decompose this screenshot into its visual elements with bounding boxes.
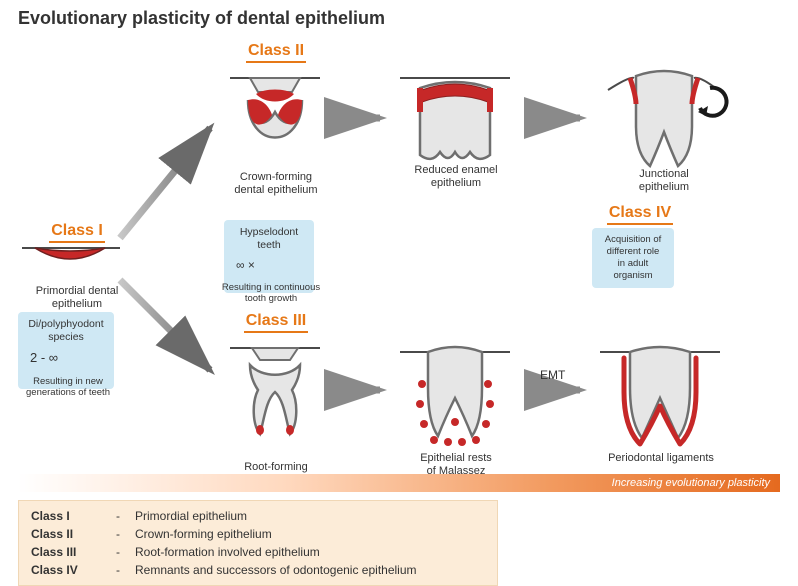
hypsel-title: Hypselodont teeth (232, 226, 306, 252)
legend-key: Class I (31, 507, 101, 525)
shape-reduced-enamel (400, 78, 510, 159)
node-periodontal: Periodontal ligaments (596, 448, 726, 465)
junctional-caption: Junctional epithelium (614, 168, 714, 194)
node-junctional: Junctional epithelium (614, 164, 714, 194)
class2-label: Class II (246, 42, 306, 63)
legend-val: Remnants and successors of odontogenic e… (135, 561, 417, 579)
poly-cap: Resulting in new generations of teeth (18, 376, 118, 398)
shape-periodontal (600, 347, 720, 444)
node-reduced-enamel: Reduced enamel epithelium (400, 160, 512, 190)
shape-junctional (608, 71, 727, 166)
class1-caption: Primordial dental epithelium (22, 285, 132, 311)
legend-val: Primordial epithelium (135, 507, 247, 525)
reduced-caption: Reduced enamel epithelium (400, 164, 512, 190)
node-class3: Class III Root-forming dental epithelium (224, 312, 328, 487)
legend-key: Class II (31, 525, 101, 543)
infobox-class4: Acquisition of different role in adult o… (592, 228, 674, 288)
legend-dash: - (111, 525, 125, 543)
legend-key: Class IV (31, 561, 101, 579)
legend-box: Class I - Primordial epithelium Class II… (18, 500, 498, 586)
legend-key: Class III (31, 543, 101, 561)
legend-dash: - (111, 561, 125, 579)
legend-row: Class IV - Remnants and successors of od… (31, 561, 485, 579)
legend-dash: - (111, 543, 125, 561)
gradient-bar: Increasing evolutionary plasticity (18, 474, 780, 492)
page-title: Evolutionary plasticity of dental epithe… (18, 8, 385, 29)
node-class1: Class I Primordial dental epithelium (22, 222, 132, 311)
class4-label: Class IV (607, 204, 673, 225)
hypsel-cap: Resulting in continuous tooth growth (216, 282, 326, 304)
gradient-label: Increasing evolutionary plasticity (612, 477, 770, 489)
poly-sym: 2 - ∞ (26, 350, 106, 366)
periodontal-caption: Periodontal ligaments (596, 452, 726, 465)
node-class2: Class II Crown-forming dental epithelium (224, 42, 328, 197)
class3-label: Class III (244, 312, 308, 333)
class4-box-text: Acquisition of different role in adult o… (600, 234, 666, 282)
legend-val: Root-formation involved epithelium (135, 543, 320, 561)
legend-row: Class I - Primordial epithelium (31, 507, 485, 525)
node-class4: Class IV (590, 204, 690, 229)
hypsel-sym: ∞ × (232, 258, 306, 273)
legend-val: Crown-forming epithelium (135, 525, 272, 543)
poly-title: Di/polyphyodont species (26, 318, 106, 344)
legend-row: Class III - Root-formation involved epit… (31, 543, 485, 561)
shape-malassez (400, 347, 510, 446)
class2-caption: Crown-forming dental epithelium (224, 171, 328, 197)
emt-label: EMT (540, 368, 565, 382)
legend-dash: - (111, 507, 125, 525)
class1-label: Class I (49, 222, 105, 243)
legend-row: Class II - Crown-forming epithelium (31, 525, 485, 543)
